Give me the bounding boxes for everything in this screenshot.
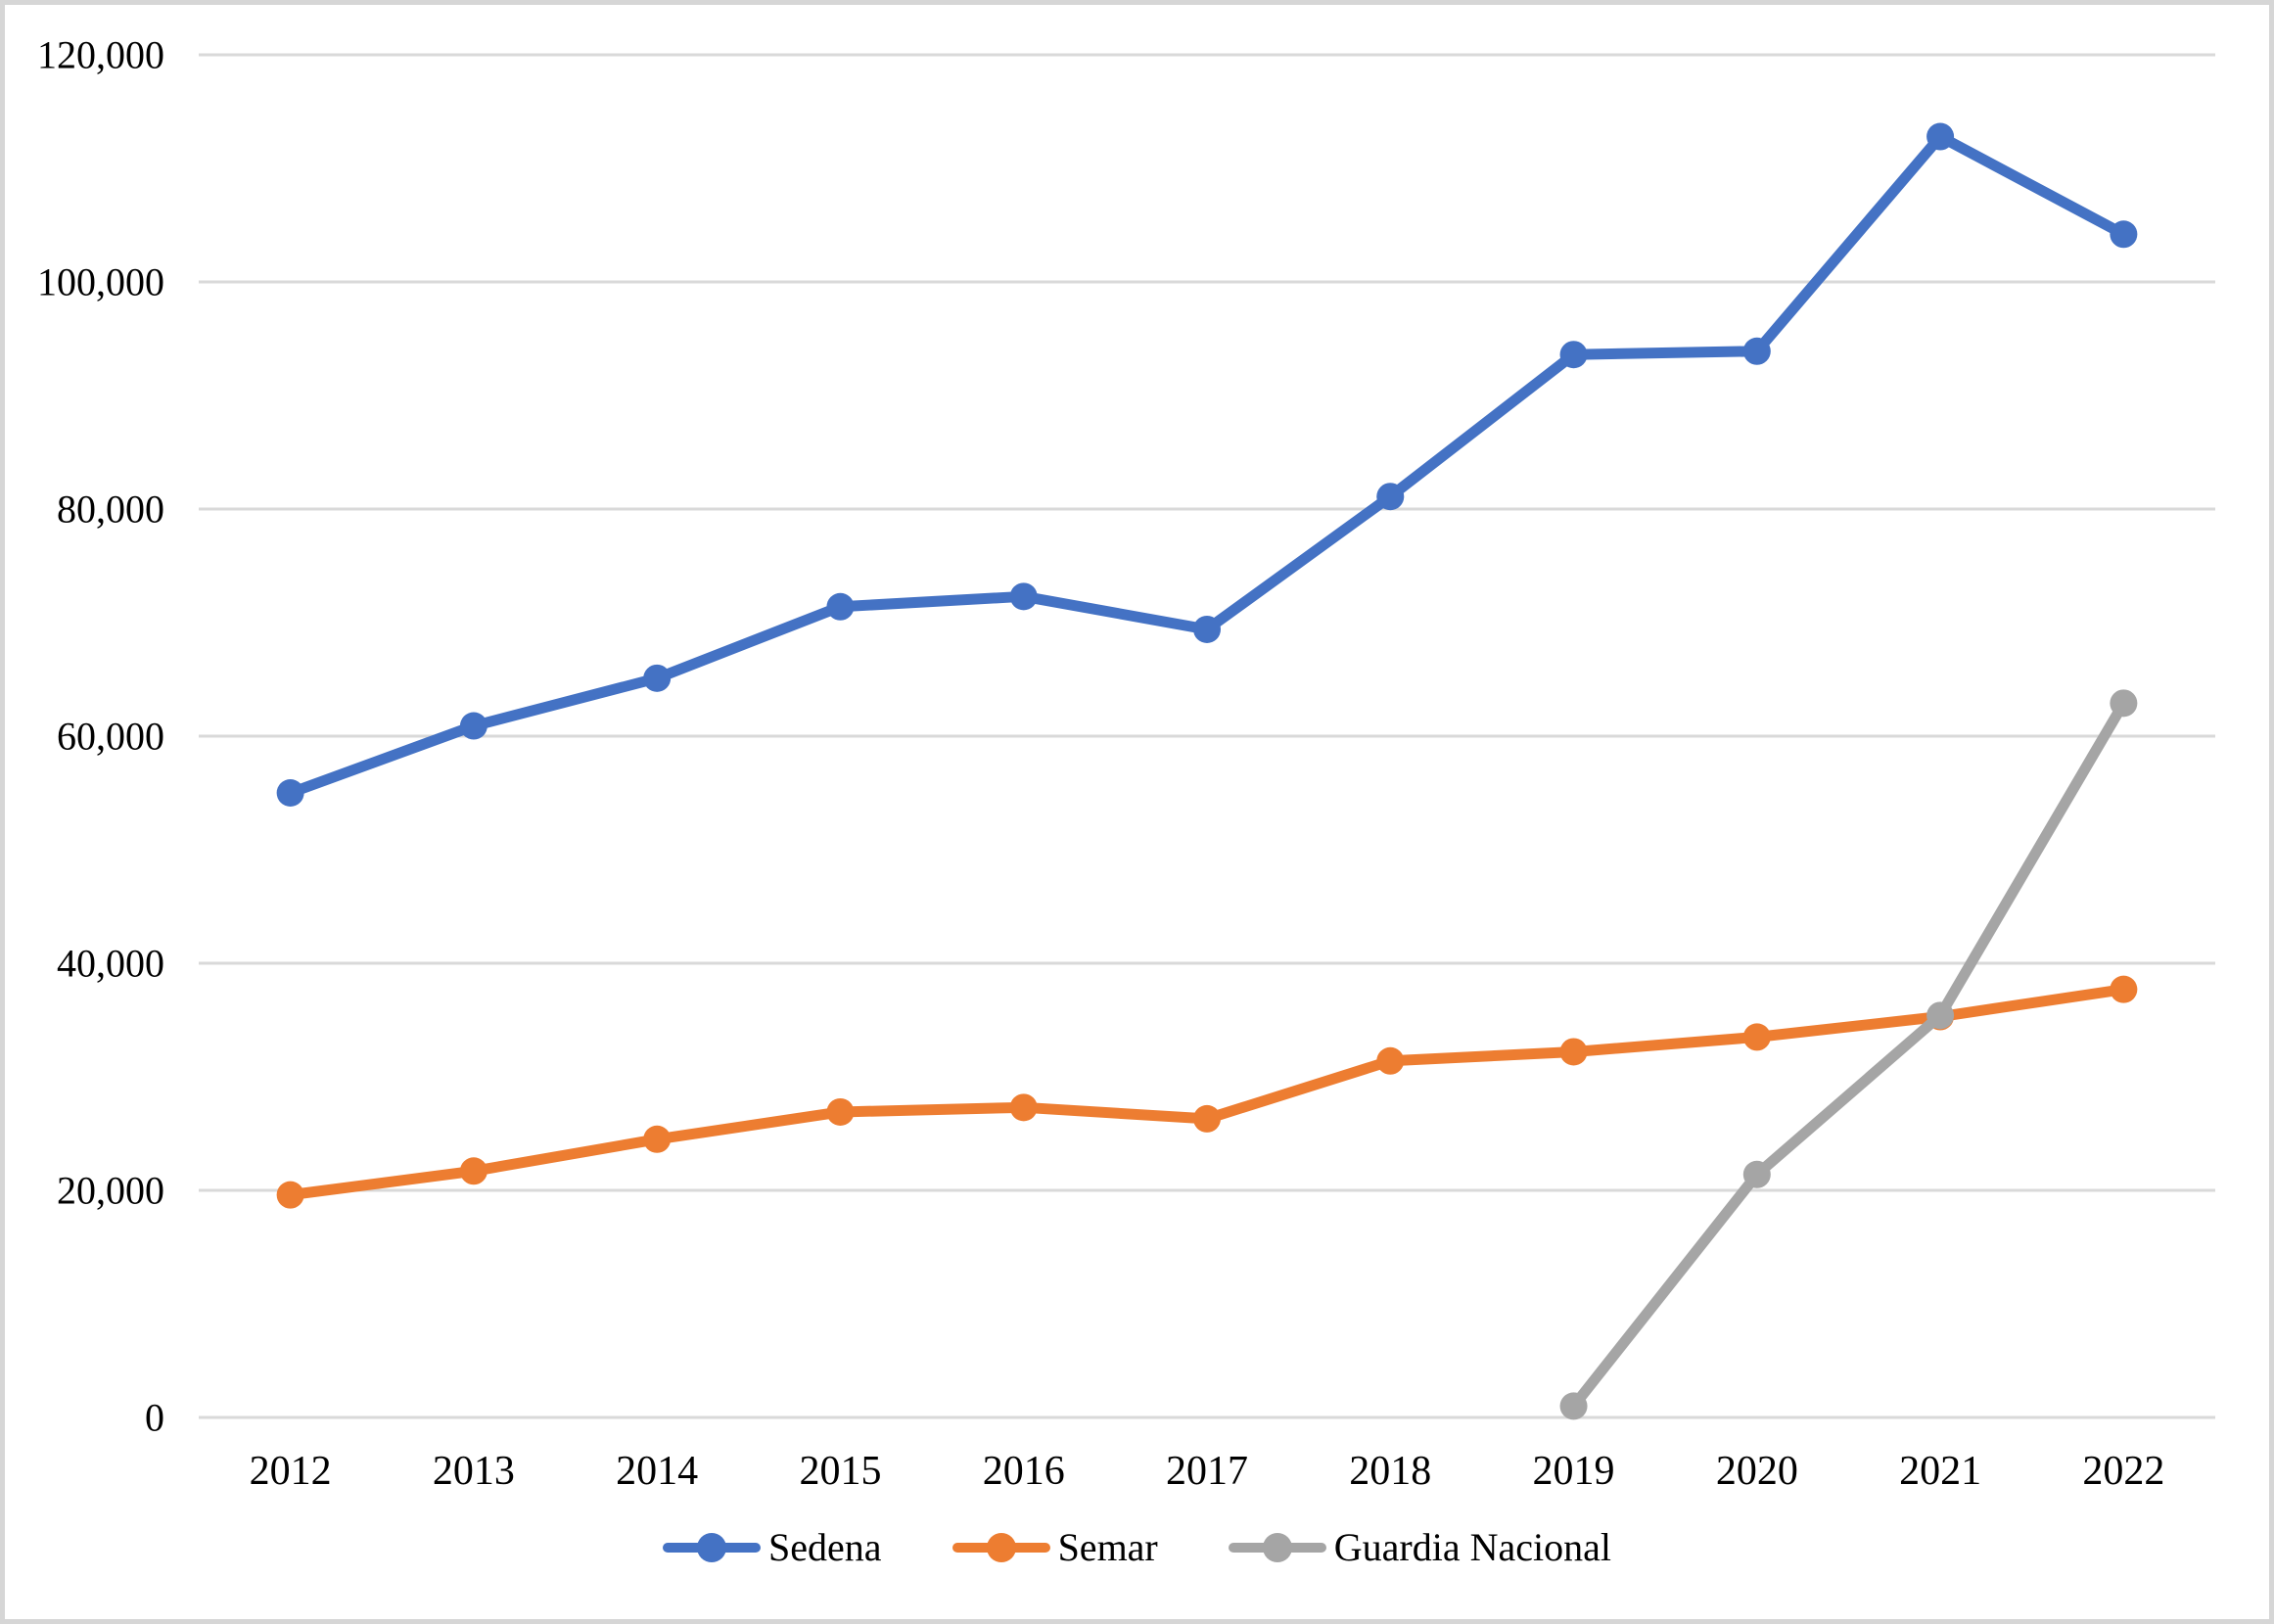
legend-item-label: Guardia Nacional [1333, 1525, 1611, 1569]
x-tick-label: 2022 [2082, 1449, 2164, 1494]
legend-line-marker-icon [951, 1531, 1050, 1564]
legend-dot-icon [986, 1532, 1016, 1562]
data-point-sedena [1193, 615, 1221, 643]
legend-item-sedena: Sedena [663, 1524, 882, 1570]
data-point-semar [459, 1157, 487, 1185]
legend-dot-icon [697, 1532, 727, 1562]
series-line-guardia-nacional [1568, 697, 2129, 1412]
data-point-guardia-nacional [2110, 689, 2138, 718]
data-point-sedena [1376, 483, 1405, 511]
data-point-sedena [459, 712, 487, 740]
data-point-semar [1559, 1038, 1588, 1066]
data-point-semar [1193, 1104, 1221, 1133]
series-line-sedena [285, 131, 2129, 799]
data-point-guardia-nacional [1559, 1392, 1588, 1420]
x-tick-label: 2021 [1899, 1449, 1981, 1494]
data-point-semar [643, 1125, 672, 1153]
gridlines [199, 53, 2215, 1419]
data-point-guardia-nacional [1926, 1001, 1955, 1030]
x-tick-label: 2014 [616, 1449, 698, 1494]
data-point-semar [1376, 1046, 1405, 1075]
data-point-semar [276, 1181, 304, 1209]
line-chart: 020,00040,00060,00080,000100,000120,000 … [37, 33, 2215, 1494]
x-tick-label: 2017 [1166, 1449, 1248, 1494]
x-tick-label: 2015 [799, 1449, 881, 1494]
y-tick-label: 100,000 [37, 260, 164, 304]
data-point-semar [1742, 1023, 1771, 1051]
data-point-sedena [1742, 337, 1771, 365]
legend-line-marker-icon [1228, 1531, 1326, 1564]
x-tick-label: 2019 [1533, 1449, 1615, 1494]
legend-item-label: Semar [1057, 1525, 1158, 1569]
y-tick-label: 20,000 [57, 1169, 164, 1213]
y-tick-label: 60,000 [57, 715, 164, 759]
legend-item-semar: Semar [951, 1524, 1158, 1570]
x-axis-tick-labels: 2012 2013 2014 2015 2016 2017 2018 2019 2020 2021… [250, 1449, 2165, 1494]
series-layer [276, 122, 2138, 1420]
y-tick-label: 0 [145, 1396, 164, 1440]
legend-dot-icon [1262, 1532, 1292, 1562]
y-tick-label: 120,000 [37, 33, 164, 77]
x-tick-label: 2012 [250, 1449, 332, 1494]
data-point-semar [1009, 1093, 1038, 1122]
data-point-sedena [276, 779, 304, 807]
data-point-sedena [1926, 122, 1955, 151]
legend-item-label: Sedena [768, 1525, 882, 1569]
x-tick-label: 2018 [1349, 1449, 1431, 1494]
x-tick-label: 2020 [1716, 1449, 1798, 1494]
data-point-sedena [1009, 582, 1038, 611]
y-tick-label: 40,000 [57, 942, 164, 986]
data-point-sedena [643, 664, 672, 692]
data-point-sedena [2110, 220, 2138, 249]
series-guardia-nacional [1559, 689, 2138, 1420]
y-tick-label: 80,000 [57, 487, 164, 532]
legend-line-marker-icon [663, 1531, 762, 1564]
data-point-semar [826, 1097, 855, 1126]
x-tick-label: 2016 [983, 1449, 1065, 1494]
series-sedena [276, 122, 2138, 807]
data-point-sedena [1559, 341, 1588, 369]
x-tick-label: 2013 [433, 1449, 515, 1494]
legend-item-guardia-nacional: Guardia Nacional [1228, 1524, 1611, 1570]
data-point-guardia-nacional [1742, 1160, 1771, 1188]
y-axis-tick-labels: 0 20,000 40,000 60,000 80,000 100,000 120,000 [37, 33, 164, 1440]
data-point-semar [2110, 975, 2138, 1003]
legend: Sedena Semar Guardia Nacional [5, 1524, 2269, 1570]
data-point-sedena [826, 592, 855, 621]
